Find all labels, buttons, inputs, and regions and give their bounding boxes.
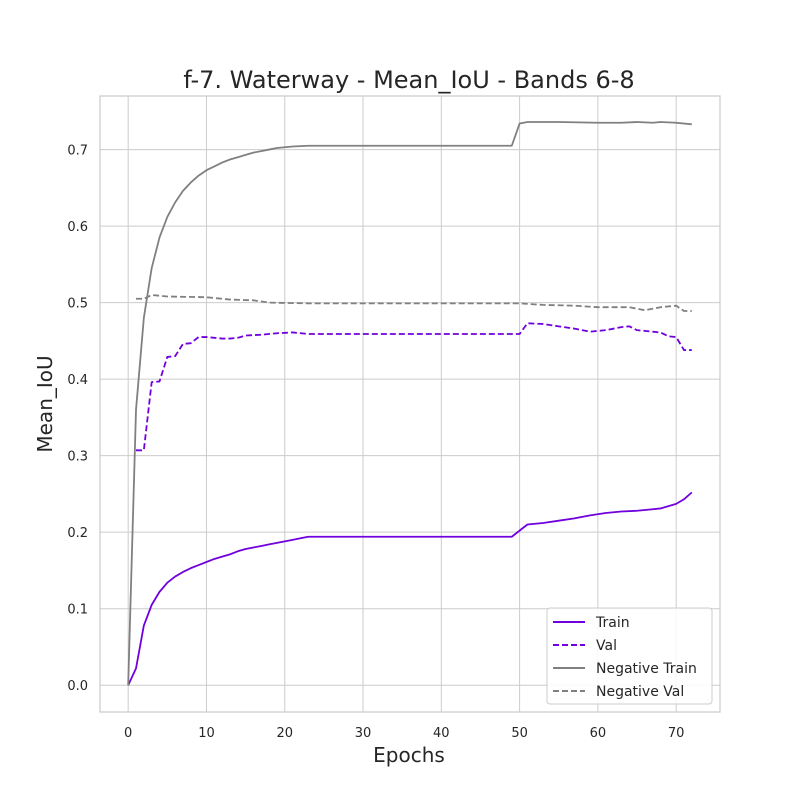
x-tick-label: 30 [355,726,372,741]
x-tick-label: 50 [511,726,528,741]
y-tick-label: 0.0 [67,679,88,694]
y-tick-label: 0.1 [67,603,88,618]
x-tick-label: 60 [590,726,607,741]
y-tick-label: 0.6 [67,220,88,235]
x-tick-label: 20 [276,726,293,741]
y-axis-title: Mean_IoU [33,355,57,452]
legend-box [546,607,713,705]
series-line-train [127,491,693,686]
x-tick-label: 40 [433,726,450,741]
series-line-negative-val [136,294,692,312]
legend-label-negative-val: Negative Val [596,684,684,700]
x-tick-label: 10 [198,726,215,741]
y-tick-label: 0.5 [67,297,88,312]
series-layer [127,121,693,686]
legend-label-val: Val [596,638,617,654]
y-tick-label: 0.7 [67,144,88,159]
legend: Train Val Negative Train Negative Val [546,607,713,705]
y-tick-label: 0.3 [67,450,88,465]
x-tick-label: 0 [124,726,132,741]
y-tick-label: 0.4 [67,373,88,388]
legend-label-negative-train: Negative Train [596,661,697,677]
series-line-val [136,322,692,452]
x-tick-labels: 0 10 20 30 40 50 60 70 [124,726,684,741]
legend-label-train: Train [595,615,630,631]
y-tick-labels: 0.0 0.1 0.2 0.3 0.4 0.5 0.6 0.7 [67,144,88,695]
plot-frame [99,95,721,713]
chart-title: f-7. Waterway - Mean_IoU - Bands 6-8 [183,66,634,94]
y-tick-label: 0.2 [67,526,88,541]
x-axis-title: Epochs [373,743,445,767]
series-line-negative-train [127,121,692,686]
x-tick-label: 70 [668,726,685,741]
